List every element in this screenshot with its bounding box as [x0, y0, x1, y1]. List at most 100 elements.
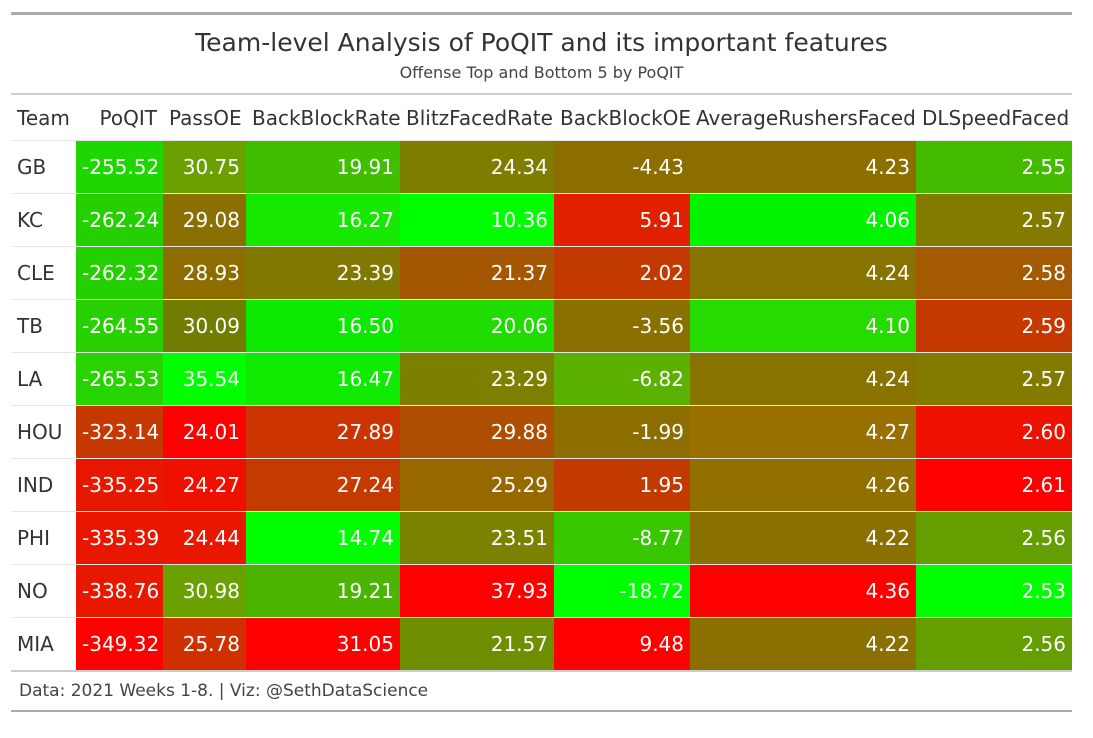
value-cell-backblockrate: 16.50 [246, 299, 400, 353]
team-cell: TB [11, 299, 76, 353]
value-cell-dlspeedfaced: 2.57 [916, 193, 1072, 247]
value-cell-backblockrate: 31.05 [246, 617, 400, 670]
value-cell-dlspeedfaced: 2.61 [916, 458, 1072, 512]
value-cell-poqit: -335.39 [76, 511, 163, 565]
value-cell-backblockoe: -3.56 [554, 299, 690, 353]
value-cell-poqit: -262.24 [76, 193, 163, 247]
column-header-blitzfacedrate: BlitzFacedRate [406, 105, 553, 130]
value-cell-backblockoe: 2.02 [554, 246, 690, 300]
value-cell-blitzfacedrate: 25.29 [400, 458, 554, 512]
chart-title: Team-level Analysis of PoQIT and its imp… [195, 28, 888, 57]
header-rule [11, 93, 1072, 95]
value-cell-passoe: 30.75 [163, 140, 246, 194]
value-cell-blitzfacedrate: 21.37 [400, 246, 554, 300]
value-cell-backblockrate: 14.74 [246, 511, 400, 565]
table-figure: Team-level Analysis of PoQIT and its imp… [11, 12, 1072, 712]
table-row: PHI -335.39 24.44 14.74 23.51 -8.77 4.22 2.56 [11, 511, 1072, 565]
value-cell-blitzfacedrate: 23.51 [400, 511, 554, 565]
value-cell-blitzfacedrate: 24.34 [400, 140, 554, 194]
value-cell-passoe: 25.78 [163, 617, 246, 670]
team-cell: NO [11, 564, 76, 618]
chart-subtitle: Offense Top and Bottom 5 by PoQIT [399, 63, 684, 82]
value-cell-averagerushersfaced: 4.06 [690, 193, 916, 247]
value-cell-passoe: 35.54 [163, 352, 246, 406]
table-body: GB -255.52 30.75 19.91 24.34 -4.43 4.23 2.55 KC -… [11, 140, 1072, 670]
column-header-backblockrate: BackBlockRate [252, 105, 401, 130]
value-cell-dlspeedfaced: 2.56 [916, 617, 1072, 670]
value-cell-averagerushersfaced: 4.36 [690, 564, 916, 618]
value-cell-dlspeedfaced: 2.57 [916, 352, 1072, 406]
column-header-averagerushersfaced: AverageRushersFaced [696, 105, 916, 130]
column-header-passoe: PassOE [169, 105, 242, 130]
team-cell: PHI [11, 511, 76, 565]
value-cell-dlspeedfaced: 2.60 [916, 405, 1072, 459]
column-header-dlspeedfaced: DLSpeedFaced [922, 105, 1070, 130]
value-cell-poqit: -264.55 [76, 299, 163, 353]
team-cell: CLE [11, 246, 76, 300]
value-cell-backblockrate: 27.24 [246, 458, 400, 512]
team-cell: KC [11, 193, 76, 247]
value-cell-dlspeedfaced: 2.58 [916, 246, 1072, 300]
value-cell-blitzfacedrate: 37.93 [400, 564, 554, 618]
value-cell-blitzfacedrate: 10.36 [400, 193, 554, 247]
value-cell-poqit: -338.76 [76, 564, 163, 618]
value-cell-averagerushersfaced: 4.22 [690, 511, 916, 565]
value-cell-passoe: 29.08 [163, 193, 246, 247]
value-cell-averagerushersfaced: 4.23 [690, 140, 916, 194]
table-row: IND -335.25 24.27 27.24 25.29 1.95 4.26 2.61 [11, 458, 1072, 512]
source-note: Data: 2021 Weeks 1-8. | Viz: @SethDataSc… [19, 681, 429, 701]
column-header-backblockoe: BackBlockOE [560, 105, 692, 130]
value-cell-poqit: -349.32 [76, 617, 163, 670]
value-cell-backblockoe: -8.77 [554, 511, 690, 565]
value-cell-passoe: 30.98 [163, 564, 246, 618]
value-cell-backblockoe: 9.48 [554, 617, 690, 670]
value-cell-averagerushersfaced: 4.10 [690, 299, 916, 353]
value-cell-backblockoe: -18.72 [554, 564, 690, 618]
table-bottom-rule [11, 670, 1072, 672]
team-cell: IND [11, 458, 76, 512]
column-header-poqit: PoQIT [99, 105, 157, 130]
value-cell-backblockoe: -1.99 [554, 405, 690, 459]
value-cell-averagerushersfaced: 4.22 [690, 617, 916, 670]
value-cell-backblockrate: 23.39 [246, 246, 400, 300]
value-cell-averagerushersfaced: 4.24 [690, 352, 916, 406]
value-cell-dlspeedfaced: 2.56 [916, 511, 1072, 565]
value-cell-blitzfacedrate: 20.06 [400, 299, 554, 353]
value-cell-backblockoe: -6.82 [554, 352, 690, 406]
value-cell-averagerushersfaced: 4.24 [690, 246, 916, 300]
value-cell-dlspeedfaced: 2.59 [916, 299, 1072, 353]
value-cell-backblockrate: 19.91 [246, 140, 400, 194]
table-row: KC -262.24 29.08 16.27 10.36 5.91 4.06 2.57 [11, 193, 1072, 247]
value-cell-poqit: -323.14 [76, 405, 163, 459]
value-cell-backblockrate: 16.47 [246, 352, 400, 406]
top-rule [11, 12, 1072, 15]
value-cell-dlspeedfaced: 2.55 [916, 140, 1072, 194]
table-row: GB -255.52 30.75 19.91 24.34 -4.43 4.23 2.55 [11, 140, 1072, 194]
table-row: NO -338.76 30.98 19.21 37.93 -18.72 4.36 2.53 [11, 564, 1072, 618]
team-cell: HOU [11, 405, 76, 459]
value-cell-blitzfacedrate: 29.88 [400, 405, 554, 459]
value-cell-backblockoe: 1.95 [554, 458, 690, 512]
team-cell: LA [11, 352, 76, 406]
data-table: Team PoQIT PassOE BackBlockRate BlitzFacedRa… [11, 95, 1072, 670]
team-cell: MIA [11, 617, 76, 670]
bottom-rule [11, 710, 1072, 712]
table-row: TB -264.55 30.09 16.50 20.06 -3.56 4.10 2.59 [11, 299, 1072, 353]
value-cell-backblockrate: 27.89 [246, 405, 400, 459]
value-cell-poqit: -335.25 [76, 458, 163, 512]
value-cell-dlspeedfaced: 2.53 [916, 564, 1072, 618]
value-cell-backblockrate: 16.27 [246, 193, 400, 247]
value-cell-backblockrate: 19.21 [246, 564, 400, 618]
value-cell-poqit: -265.53 [76, 352, 163, 406]
table-row: HOU -323.14 24.01 27.89 29.88 -1.99 4.27 2.60 [11, 405, 1072, 459]
value-cell-passoe: 28.93 [163, 246, 246, 300]
value-cell-passoe: 24.27 [163, 458, 246, 512]
value-cell-poqit: -255.52 [76, 140, 163, 194]
table-row: LA -265.53 35.54 16.47 23.29 -6.82 4.24 2.57 [11, 352, 1072, 406]
value-cell-passoe: 24.44 [163, 511, 246, 565]
value-cell-poqit: -262.32 [76, 246, 163, 300]
value-cell-averagerushersfaced: 4.27 [690, 405, 916, 459]
value-cell-blitzfacedrate: 21.57 [400, 617, 554, 670]
value-cell-passoe: 30.09 [163, 299, 246, 353]
value-cell-backblockoe: 5.91 [554, 193, 690, 247]
